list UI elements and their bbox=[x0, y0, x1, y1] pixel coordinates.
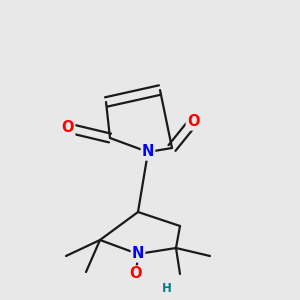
Text: O: O bbox=[130, 266, 142, 281]
Text: N: N bbox=[142, 145, 154, 160]
Text: N: N bbox=[132, 247, 144, 262]
Text: O: O bbox=[187, 115, 199, 130]
Text: H: H bbox=[162, 282, 172, 295]
Text: O: O bbox=[62, 121, 74, 136]
